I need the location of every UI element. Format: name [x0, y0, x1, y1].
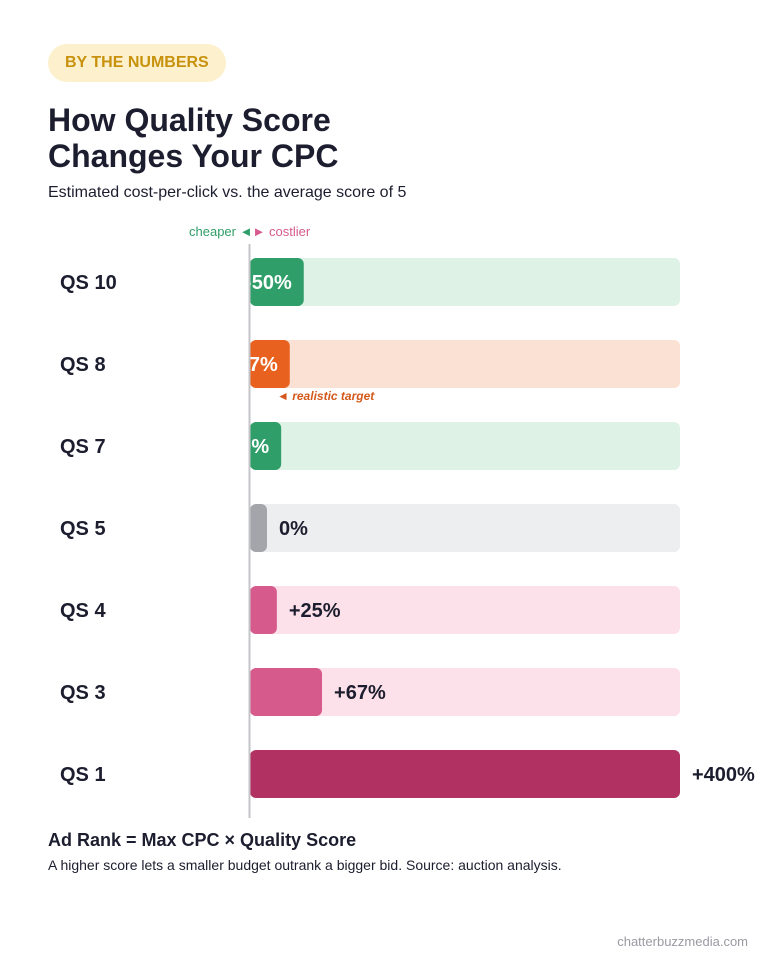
bar-qs-4 [250, 586, 277, 634]
bar-track-qs-7 [250, 422, 680, 470]
bar-qs-1 [250, 750, 680, 798]
direction-legend: cheaper ◄► costlier [189, 224, 310, 239]
bar-track-qs-5 [250, 504, 680, 552]
value-label-qs-3: +67% [334, 682, 386, 704]
bar-qs-10 [250, 258, 304, 306]
bar-qs-8 [250, 340, 290, 388]
chart-subtitle: Estimated cost-per-click vs. the average… [48, 184, 407, 201]
chart-title-line-1: How Quality Score [48, 102, 331, 138]
bar-qs-5 [250, 504, 267, 552]
bar-track-qs-4 [250, 586, 680, 634]
chart-title: How Quality Score Changes Your CPC [48, 102, 648, 174]
category-label-qs-3: QS 3 [60, 682, 106, 704]
section-badge: BY THE NUMBERS [48, 44, 226, 82]
category-label-qs-10: QS 10 [60, 272, 117, 294]
bar-chart: QS 10 -50% QS 8 -37% ◄ realistic target QS 7 -… [60, 244, 755, 818]
realistic-target-annotation: ◄ realistic target [277, 389, 375, 403]
bar-track-qs-8 [250, 340, 680, 388]
value-label-qs-8: -37% [231, 354, 278, 376]
category-label-qs-4: QS 4 [60, 600, 106, 622]
arrow-left-icon: ◄ [239, 224, 253, 239]
direction-cheaper-label: cheaper [189, 224, 236, 239]
bar-qs-7 [250, 422, 282, 470]
value-label-qs-5: 0% [279, 518, 308, 540]
bar-track-qs-10 [250, 258, 680, 306]
category-label-qs-7: QS 7 [60, 436, 106, 458]
footnote-text: A higher score lets a smaller budget out… [48, 857, 562, 873]
formula-text: Ad Rank = Max CPC × Quality Score [48, 830, 357, 850]
bar-qs-3 [250, 668, 323, 716]
value-label-qs-7: -29% [222, 436, 269, 458]
direction-arrows-icon: ◄► [240, 224, 266, 239]
value-label-qs-4: +25% [289, 600, 341, 622]
value-label-qs-10: -50% [245, 272, 292, 294]
category-label-qs-8: QS 8 [60, 354, 106, 376]
chart-title-line-2: Changes Your CPC [48, 138, 339, 174]
value-label-qs-1: +400% [692, 764, 755, 786]
category-label-qs-1: QS 1 [60, 764, 106, 786]
source-credit: chatterbuzzmedia.com [617, 934, 748, 949]
arrow-right-icon: ► [252, 224, 266, 239]
bar-track-qs-3 [250, 668, 680, 716]
direction-costlier-label: costlier [268, 224, 311, 239]
category-label-qs-5: QS 5 [60, 518, 106, 540]
